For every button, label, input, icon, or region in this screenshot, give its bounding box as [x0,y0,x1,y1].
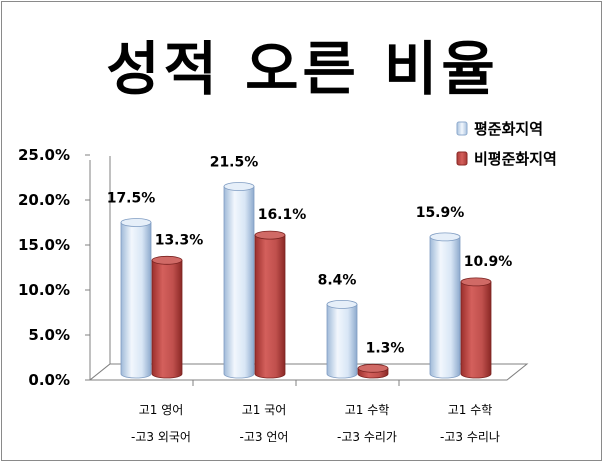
x-category-label: -고3 수리가 [337,430,397,444]
bar-body [326,304,358,379]
bar [120,218,152,379]
data-label: 16.1% [258,207,307,223]
data-label: 21.5% [210,155,259,171]
data-label: 8.4% [318,272,357,288]
data-label: 15.9% [416,205,465,221]
y-tick-label: 15.0% [18,236,70,254]
y-tick-label: 5.0% [28,326,70,344]
x-category-label: 고1 수학 [345,403,390,417]
bar-body [429,236,461,379]
bar [357,363,389,379]
bar [429,232,461,379]
y-tick-label: 0.0% [28,371,70,389]
bar-top [254,230,286,240]
bar [326,299,358,379]
bar-top [151,255,183,265]
data-label: 10.9% [464,254,513,270]
legend-label-series-1: 평준화지역 [474,120,543,138]
data-label: 13.3% [155,232,204,248]
floor [88,363,529,381]
bar-top [223,182,255,191]
data-label: 1.3% [366,340,405,356]
legend-label-series-2: 비평준화지역 [474,150,557,168]
bar [223,182,255,379]
bar-body [223,186,255,379]
bar-body [254,234,286,379]
legend: 평준화지역 비평준화지역 [456,120,557,168]
y-tick-label: 25.0% [18,146,70,164]
y-tick-label: 20.0% [18,191,70,209]
x-category-label: -고3 언어 [240,430,289,444]
x-category-label: 고1 국어 [242,403,287,417]
bar-body [460,281,492,379]
x-category-label: 고1 영어 [139,403,184,417]
bar [151,255,183,379]
legend-swatch-series-2 [456,151,468,166]
bar-body [151,259,183,379]
bar-top [357,363,389,373]
bar-top [326,299,358,309]
x-category-label: 고1 수학 [448,403,493,417]
bar-body [120,222,152,379]
bar-top [120,218,152,227]
bar-top [429,232,461,242]
legend-swatch-series-1 [456,121,468,136]
x-category-label: -고3 외국어 [131,430,191,444]
bars [120,182,492,379]
y-tick-label: 10.0% [18,281,70,299]
data-label: 17.5% [107,191,156,207]
bar [254,230,286,379]
y-axis-ticks: 0.0% 5.0% 10.0% 15.0% 20.0% 25.0% [18,146,90,389]
category-labels: 고1 영어 -고3 외국어 고1 국어 -고3 언어 고1 수학 -고3 수리가 고1 수학… [131,380,500,444]
x-category-label: -고3 수리나 [440,430,500,444]
data-labels: 17.5% 13.3% 21.5% 16.1% 8.4% 1.3% 15.9% 10.9% [107,155,513,357]
bar [460,277,492,379]
chart-title: 성적 오른 비율 [106,35,499,103]
bar-top [460,277,492,287]
